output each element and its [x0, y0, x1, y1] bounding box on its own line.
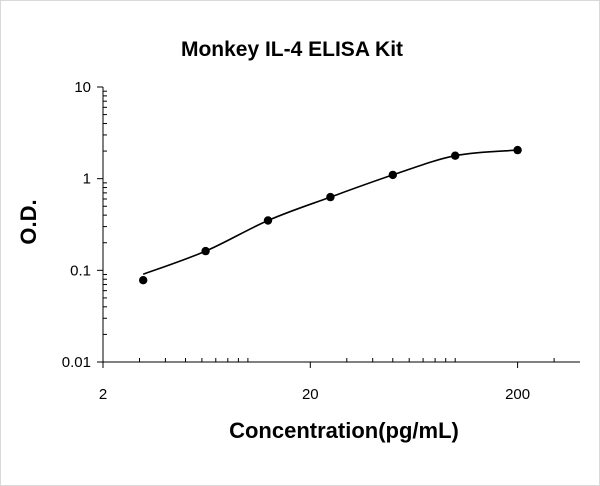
data-points: [139, 145, 522, 285]
tick-labels: 0.01 0.1 1 10 2 20 200: [62, 79, 530, 403]
y-tick-label: 0.01: [62, 354, 91, 371]
axes: [97, 86, 580, 368]
x-tick-label: 200: [505, 386, 530, 403]
y-tick-label: 0.1: [70, 262, 91, 279]
trendline-path: [142, 149, 518, 275]
data-point: [201, 246, 210, 256]
y-axis-title: O.D.: [16, 199, 41, 244]
x-tick-label: 20: [302, 386, 319, 403]
data-point: [139, 276, 148, 285]
x-tick-label: 2: [99, 386, 107, 403]
data-point: [513, 145, 522, 155]
y-tick-label: 10: [74, 79, 91, 96]
x-axis-title: Concentration(pg/mL): [229, 418, 459, 443]
chart-title: Monkey IL-4 ELISA Kit: [181, 38, 403, 61]
data-point: [326, 192, 335, 202]
data-point: [263, 216, 273, 225]
data-point: [388, 170, 397, 180]
y-tick-label: 1: [83, 171, 91, 188]
data-point: [451, 151, 460, 160]
trendline: [142, 149, 518, 275]
